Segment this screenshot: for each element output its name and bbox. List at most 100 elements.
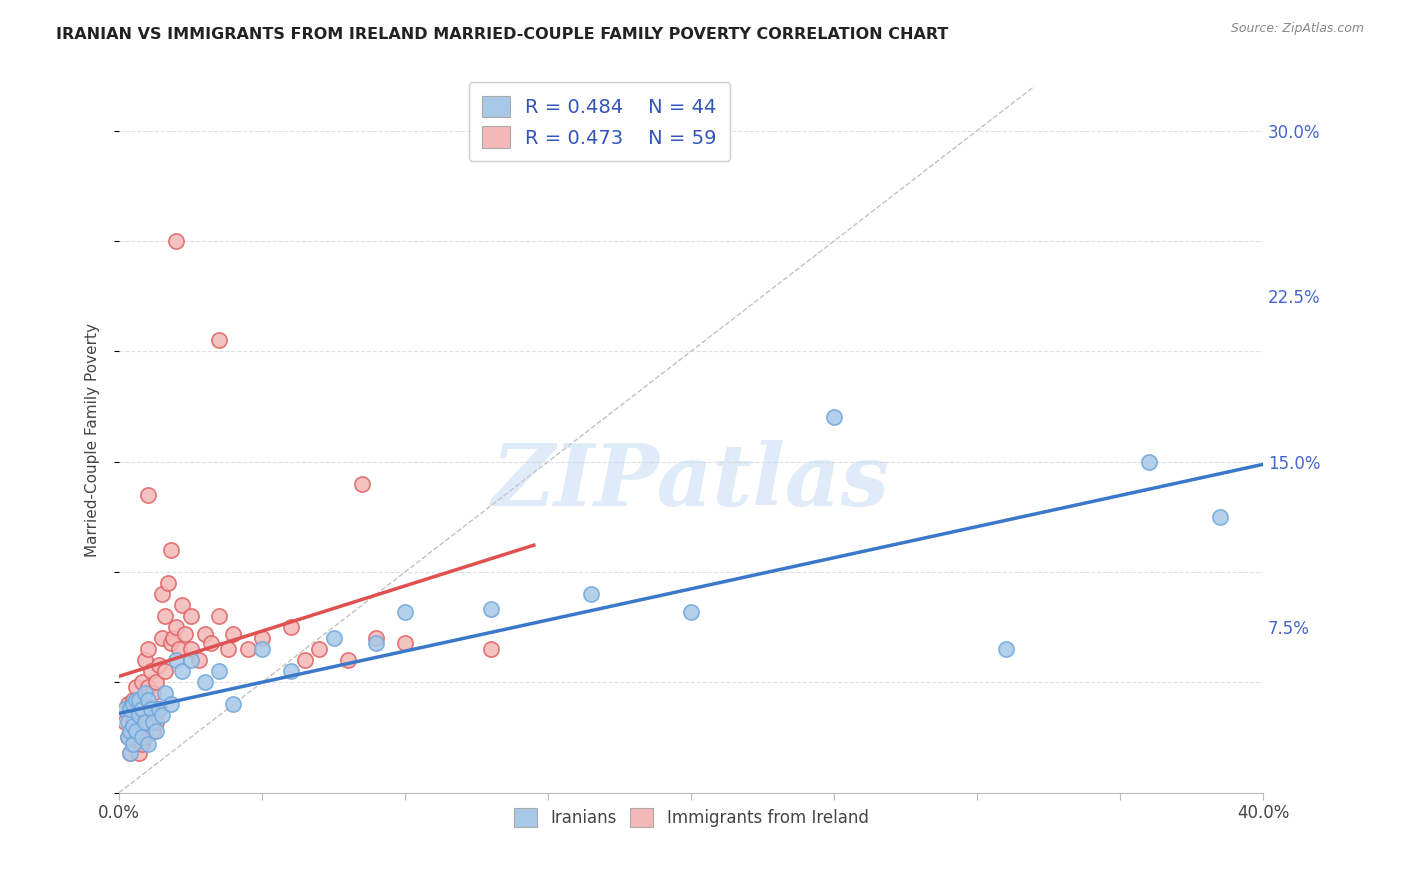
Point <box>128 719 150 733</box>
Point <box>139 665 162 679</box>
Point <box>280 620 302 634</box>
Point <box>148 702 170 716</box>
Point <box>125 680 148 694</box>
Point <box>114 702 136 716</box>
Point <box>180 642 202 657</box>
Point <box>394 635 416 649</box>
Point <box>142 686 165 700</box>
Point <box>134 653 156 667</box>
Point <box>136 737 159 751</box>
Point <box>250 642 273 657</box>
Legend: Iranians, Immigrants from Ireland: Iranians, Immigrants from Ireland <box>508 802 876 834</box>
Point <box>125 693 148 707</box>
Point <box>156 576 179 591</box>
Point <box>125 702 148 716</box>
Point <box>236 642 259 657</box>
Point <box>120 702 142 716</box>
Point <box>681 605 703 619</box>
Point <box>145 714 167 729</box>
Y-axis label: Married-Couple Family Poverty: Married-Couple Family Poverty <box>86 323 100 557</box>
Point <box>180 653 202 667</box>
Point <box>194 626 217 640</box>
Point <box>165 234 187 248</box>
Point <box>294 653 316 667</box>
Point <box>479 642 502 657</box>
Point <box>153 686 176 700</box>
Point <box>336 653 359 667</box>
Point <box>167 642 190 657</box>
Point <box>134 693 156 707</box>
Point <box>117 714 139 729</box>
Point <box>136 680 159 694</box>
Point <box>352 476 374 491</box>
Point <box>122 714 145 729</box>
Point <box>136 642 159 657</box>
Point <box>180 609 202 624</box>
Point <box>159 542 181 557</box>
Point <box>170 598 193 612</box>
Point <box>131 675 153 690</box>
Point <box>308 642 330 657</box>
Point <box>153 609 176 624</box>
Point <box>120 746 142 760</box>
Point <box>145 675 167 690</box>
Point <box>188 653 211 667</box>
Point <box>394 605 416 619</box>
Point <box>322 631 344 645</box>
Point <box>366 635 388 649</box>
Point <box>134 686 156 700</box>
Point <box>148 702 170 716</box>
Point <box>134 714 156 729</box>
Point <box>114 714 136 729</box>
Point <box>128 708 150 723</box>
Point <box>217 642 239 657</box>
Point <box>122 693 145 707</box>
Point <box>117 698 139 712</box>
Point <box>117 731 139 745</box>
Point <box>117 731 139 745</box>
Point <box>139 702 162 716</box>
Point <box>125 723 148 738</box>
Point <box>148 657 170 672</box>
Point <box>150 631 173 645</box>
Point <box>136 714 159 729</box>
Point <box>122 698 145 712</box>
Point <box>208 665 231 679</box>
Point <box>120 702 142 716</box>
Point <box>122 737 145 751</box>
Point <box>222 626 245 640</box>
Point <box>173 626 195 640</box>
Point <box>131 731 153 745</box>
Point <box>165 653 187 667</box>
Point <box>122 719 145 733</box>
Point <box>150 587 173 601</box>
Text: Source: ZipAtlas.com: Source: ZipAtlas.com <box>1230 22 1364 36</box>
Point <box>250 631 273 645</box>
Point <box>125 731 148 745</box>
Point <box>208 333 231 347</box>
Point <box>136 488 159 502</box>
Text: ZIPatlas: ZIPatlas <box>492 440 890 524</box>
Point <box>479 602 502 616</box>
Point <box>150 708 173 723</box>
Point <box>142 723 165 738</box>
Point <box>134 731 156 745</box>
Point <box>994 642 1017 657</box>
Point <box>145 723 167 738</box>
Point <box>131 737 153 751</box>
Point <box>823 410 845 425</box>
Point <box>142 714 165 729</box>
Point <box>1209 509 1232 524</box>
Point <box>280 665 302 679</box>
Point <box>131 702 153 716</box>
Point <box>366 631 388 645</box>
Point <box>120 723 142 738</box>
Point <box>170 665 193 679</box>
Point <box>120 746 142 760</box>
Point <box>122 737 145 751</box>
Point <box>208 609 231 624</box>
Point <box>153 665 176 679</box>
Point <box>579 587 602 601</box>
Point <box>162 631 184 645</box>
Point <box>128 746 150 760</box>
